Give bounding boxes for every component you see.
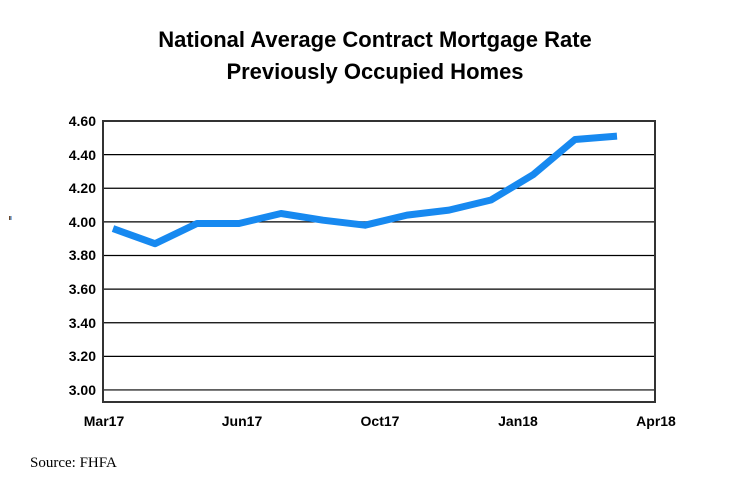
- stray-dot: [9, 216, 12, 220]
- chart-title: National Average Contract Mortgage Rate …: [0, 24, 750, 88]
- chart-title-line1: National Average Contract Mortgage Rate: [158, 27, 592, 52]
- mortgage-rate-line: [111, 132, 618, 248]
- y-tick-label: 4.60: [68, 113, 96, 129]
- x-tick-label: Mar17: [83, 413, 125, 429]
- y-tick-label: 3.00: [68, 381, 96, 398]
- chart-title-line2: Previously Occupied Homes: [226, 59, 524, 84]
- y-tick-label: 3.60: [68, 281, 96, 298]
- x-tick-label: Jan18: [498, 413, 538, 429]
- y-tick-label: 4.40: [68, 146, 96, 163]
- y-tick-label: 4.00: [68, 213, 96, 230]
- plot-border: [102, 120, 656, 403]
- x-tick-label: Jun17: [221, 413, 263, 429]
- y-tick-label: 4.20: [68, 180, 96, 197]
- x-tick-label: Apr18: [636, 413, 676, 429]
- source-label: Source: FHFA: [30, 455, 117, 471]
- x-tick-label: Oct17: [360, 413, 400, 429]
- plot-area: [102, 120, 656, 403]
- y-tick-label: 3.40: [68, 314, 96, 331]
- y-tick-label: 3.80: [68, 247, 96, 264]
- y-tick-label: 3.20: [68, 348, 96, 365]
